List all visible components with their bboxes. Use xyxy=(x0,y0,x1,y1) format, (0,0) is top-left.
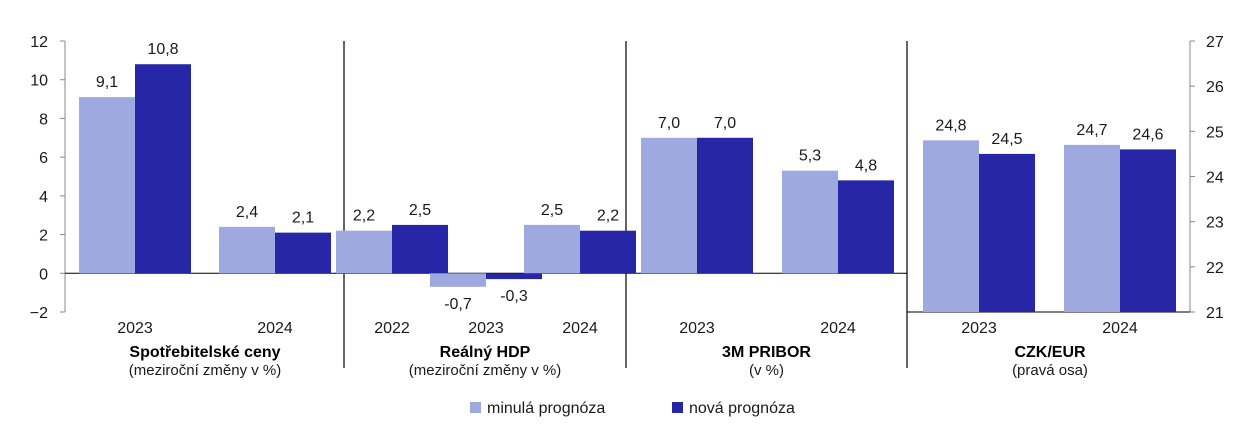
right-axis-tick-label: 25 xyxy=(1206,124,1224,141)
category-label: 2023 xyxy=(679,320,715,337)
data-label: 2,4 xyxy=(236,204,258,221)
category-label: 2023 xyxy=(961,320,997,337)
data-label: 24,7 xyxy=(1076,122,1107,139)
bar-old-forecast xyxy=(641,137,697,274)
data-label: -0,7 xyxy=(444,296,472,313)
bar-new-forecast xyxy=(135,64,191,274)
right-axis-tick-label: 27 xyxy=(1206,34,1224,51)
bars-layer xyxy=(79,64,1176,312)
right-axis-tick-label: 22 xyxy=(1206,260,1224,277)
category-label: 2022 xyxy=(374,320,410,337)
left-axis-tick-label: 6 xyxy=(39,150,48,167)
category-label: 2024 xyxy=(1102,320,1138,337)
bar-new-forecast xyxy=(275,232,331,274)
right-axis-tick-label: 26 xyxy=(1206,79,1224,96)
left-axis-tick-label: 8 xyxy=(39,111,48,128)
data-label: 7,0 xyxy=(658,115,680,132)
group-subtitle: (v %) xyxy=(749,362,784,379)
legend-label-old: minulá prognóza xyxy=(487,400,605,417)
bar-new-forecast xyxy=(392,224,448,274)
legend-swatch-new xyxy=(672,402,683,413)
bar-new-forecast xyxy=(486,273,542,280)
right-axis-tick-label: 24 xyxy=(1206,170,1224,187)
data-label: 7,0 xyxy=(714,115,736,132)
left-axis-tick-label: 4 xyxy=(39,189,48,206)
data-label: 2,5 xyxy=(541,202,563,219)
bar-old-forecast xyxy=(524,224,580,274)
data-label: 2,2 xyxy=(597,208,619,225)
bar-new-forecast xyxy=(1120,149,1176,312)
data-label: 24,8 xyxy=(935,117,966,134)
bar-new-forecast xyxy=(979,153,1035,312)
bar-old-forecast xyxy=(79,97,135,274)
category-label: 2024 xyxy=(257,320,293,337)
bar-old-forecast xyxy=(219,226,275,274)
category-label: 2023 xyxy=(117,320,153,337)
bar-new-forecast xyxy=(580,230,636,274)
data-label: -0,3 xyxy=(500,288,528,305)
bar-old-forecast xyxy=(782,170,838,274)
group-title: CZK/EUR xyxy=(1014,344,1086,361)
bar-old-forecast xyxy=(430,273,486,287)
left-axis-tick-label: 2 xyxy=(39,228,48,245)
left-axis-tick-label: −2 xyxy=(30,305,48,322)
group-title: 3M PRIBOR xyxy=(722,344,811,361)
bar-new-forecast xyxy=(838,180,894,274)
data-label: 2,2 xyxy=(353,208,375,225)
right-axis-tick-label: 23 xyxy=(1206,215,1224,232)
right-axis-tick-label: 21 xyxy=(1206,305,1224,322)
group-subtitle: (pravá osa) xyxy=(1012,362,1088,379)
group-subtitle: (meziroční změny v %) xyxy=(129,362,282,379)
left-axis-tick-label: 12 xyxy=(30,34,48,51)
data-label: 10,8 xyxy=(147,41,178,58)
bar-old-forecast xyxy=(923,140,979,312)
left-axis-tick-label: 0 xyxy=(39,266,48,283)
data-label: 4,8 xyxy=(855,157,877,174)
category-label: 2023 xyxy=(468,320,504,337)
bar-old-forecast xyxy=(336,230,392,274)
data-label: 2,5 xyxy=(409,202,431,219)
data-label: 5,3 xyxy=(799,148,821,165)
category-label: 2024 xyxy=(820,320,856,337)
labels-layer: 9,1 10,8 2023 2,4 2,1 2024 Spotřebitelské ceny… xyxy=(96,41,1164,379)
bar-new-forecast xyxy=(697,137,753,274)
bar-old-forecast xyxy=(1064,144,1120,312)
legend-label-new: nová prognóza xyxy=(689,400,795,417)
data-label: 9,1 xyxy=(96,74,118,91)
data-label: 2,1 xyxy=(292,210,314,227)
group-subtitle: (meziroční změny v %) xyxy=(409,362,562,379)
data-label: 24,6 xyxy=(1132,126,1163,143)
data-label: 24,5 xyxy=(991,131,1022,148)
group-title: Reálný HDP xyxy=(440,344,531,361)
left-axis-tick-label: 10 xyxy=(30,73,48,90)
legend-swatch-old xyxy=(470,402,481,413)
legend: minulá prognóza nová prognóza xyxy=(470,400,795,417)
group-title: Spotřebitelské ceny xyxy=(129,344,280,361)
category-label: 2024 xyxy=(562,320,598,337)
